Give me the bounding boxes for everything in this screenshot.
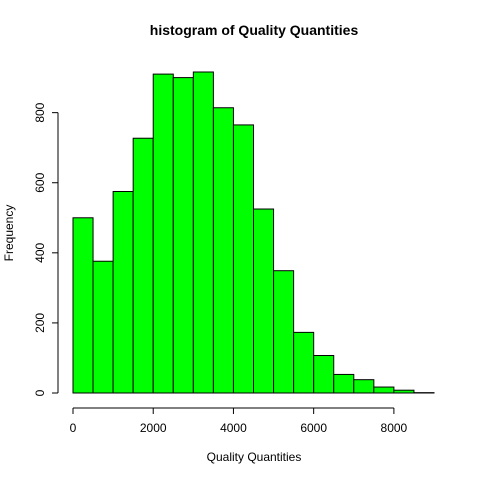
histogram-bars: [72, 71, 435, 394]
y-tick-label-3: 600: [33, 172, 47, 192]
x-tick-label-1: 2000: [140, 421, 167, 435]
y-tick-label-2: 400: [33, 242, 47, 262]
y-axis-label: Frequency: [2, 205, 16, 262]
x-tick-label-4: 8000: [381, 421, 408, 435]
bar-5: [172, 77, 194, 394]
bar-7: [212, 107, 234, 394]
bar-2: [112, 190, 134, 394]
x-axis: 0 2000 4000 6000 8000: [70, 407, 408, 435]
y-tick-label-4: 800: [33, 102, 47, 122]
bar-6: [192, 71, 214, 394]
bar-0: [72, 217, 94, 394]
x-tick-label-0: 0: [70, 421, 77, 435]
bar-15: [373, 386, 395, 394]
bar-4: [152, 73, 174, 394]
bar-11: [293, 331, 315, 394]
bar-10: [273, 270, 295, 394]
y-axis: 0 200 400 600 800: [33, 102, 59, 396]
bar-8: [232, 124, 254, 394]
y-tick-label-1: 200: [33, 313, 47, 333]
bar-9: [253, 208, 275, 394]
bar-12: [313, 355, 335, 394]
bar-13: [333, 373, 355, 394]
bar-3: [132, 137, 154, 394]
x-axis-label: Quality Quantities: [207, 450, 302, 464]
x-tick-label-3: 6000: [300, 421, 327, 435]
bar-14: [353, 379, 375, 394]
bar-1: [92, 260, 114, 394]
chart-title: histogram of Quality Quantities: [150, 22, 359, 38]
y-tick-label-0: 0: [33, 389, 47, 396]
bar-16: [393, 389, 415, 394]
x-tick-label-2: 4000: [220, 421, 247, 435]
